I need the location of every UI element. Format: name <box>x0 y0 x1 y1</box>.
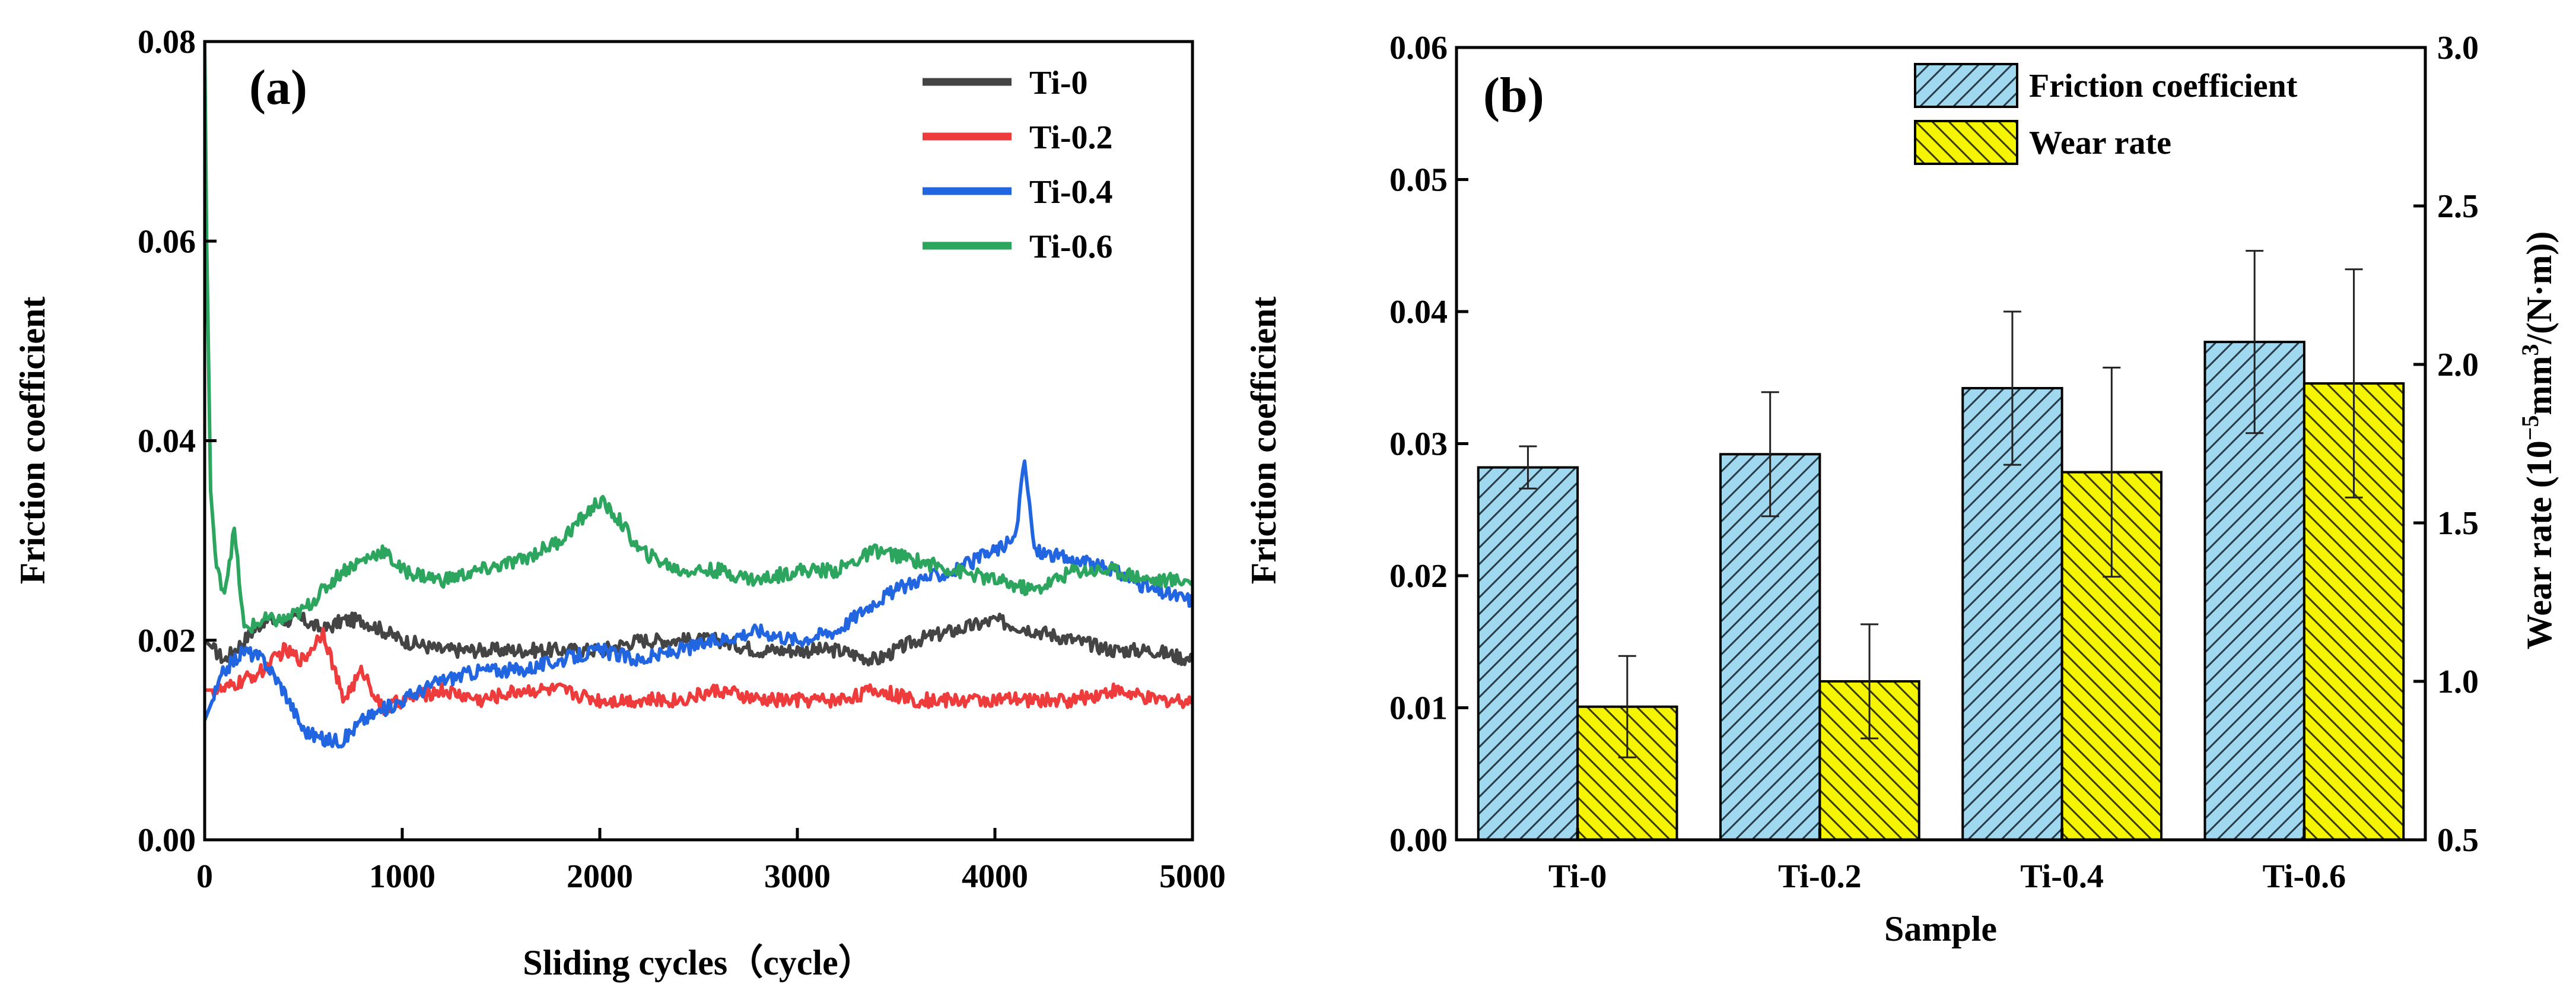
b-left-y-tick-label: 0.02 <box>1389 558 1448 595</box>
b-right-label-exp-2: 3 <box>2517 344 2543 356</box>
b-left-y-axis-label: Friction coefficient <box>1244 297 1283 585</box>
b-x-axis-label: Sample <box>1884 909 1997 948</box>
a-x-tick-label: 0 <box>196 858 213 895</box>
b-x-tick-label: Ti-0.4 <box>2020 858 2104 895</box>
a-x-tick-label: 4000 <box>962 858 1028 895</box>
b-legend: Friction coefficient Wear rate <box>1914 63 2298 165</box>
b-left-y-tick-label: 0.06 <box>1389 30 1448 66</box>
b-panel-label: (b) <box>1483 68 1544 123</box>
a-legend-label: Ti-0.4 <box>1029 174 1113 211</box>
b-right-y-tick-label: 1.5 <box>2437 505 2479 542</box>
b-legend-label: Friction coefficient <box>2029 68 2298 104</box>
b-right-y-tick-label: 1.0 <box>2437 664 2479 700</box>
a-y-axis-label: Friction coefficient <box>13 297 52 585</box>
a-legend-label: Ti-0 <box>1029 65 1088 101</box>
a-legend: Ti-0 Ti-0.2 Ti-0.4 Ti-0.6 <box>923 65 1113 265</box>
panel-a: 0 1000 2000 3000 4000 5000 0.00 0.02 0.04 0.06 0.0… <box>13 24 1226 982</box>
b-bars-group <box>1477 250 2405 841</box>
friction-bar <box>1477 466 1579 841</box>
b-left-y-tick-label: 0.00 <box>1389 822 1448 859</box>
panel-b: Ti-0 Ti-0.2 Ti-0.4 Ti-0.6 0.00 0.01 0.02 0.03 0.… <box>1244 30 2559 948</box>
b-legend-label: Wear rate <box>2029 125 2171 161</box>
b-ticks-group: Ti-0 Ti-0.2 Ti-0.4 Ti-0.6 0.00 0.01 0.02 0.03 0.… <box>1389 30 2479 895</box>
b-right-y-tick-label: 3.0 <box>2437 30 2479 66</box>
a-x-tick-label: 5000 <box>1159 858 1226 895</box>
b-left-y-tick-label: 0.04 <box>1389 294 1448 331</box>
b-left-y-tick-label: 0.01 <box>1389 690 1448 727</box>
a-lines-group <box>205 42 1192 749</box>
a-panel-label: (a) <box>249 60 307 115</box>
b-x-tick-label: Ti-0.2 <box>1778 858 1862 895</box>
b-right-y-tick-label: 2.0 <box>2437 347 2479 383</box>
b-left-y-tick-label: 0.03 <box>1389 426 1448 463</box>
a-plot-frame <box>203 40 1194 842</box>
a-y-tick-label: 0.04 <box>138 423 196 460</box>
b-x-tick-label: Ti-0.6 <box>2263 858 2346 895</box>
friction-bar <box>1719 453 1821 841</box>
a-x-tick-label: 3000 <box>764 858 831 895</box>
wear-rate-bar <box>2060 471 2163 841</box>
a-legend-label: Ti-0.2 <box>1029 119 1113 156</box>
b-legend-swatch <box>1914 120 2018 165</box>
b-left-y-tick-label: 0.05 <box>1389 162 1448 199</box>
b-right-label-part-2: mm <box>2520 356 2559 415</box>
b-right-label-part-1: Wear rate (10 <box>2520 440 2559 649</box>
a-x-tick-label: 1000 <box>369 858 435 895</box>
a-y-tick-label: 0.08 <box>138 24 196 61</box>
b-right-y-axis-label: Wear rate (10−5mm3/(N·m)) <box>2517 231 2559 650</box>
line-ti-0-2 <box>205 627 1192 716</box>
line-ti-0-6 <box>205 42 1192 634</box>
b-x-tick-label: Ti-0 <box>1548 858 1607 895</box>
a-y-tick-label: 0.00 <box>138 822 196 859</box>
a-legend-label: Ti-0.6 <box>1029 228 1113 265</box>
line-ti-0-4 <box>205 459 1192 749</box>
b-right-label-part-3: /(N·m)) <box>2520 231 2559 345</box>
a-ticks-group: 0 1000 2000 3000 4000 5000 0.00 0.02 0.04 0.06 0.0… <box>138 24 1226 895</box>
b-right-y-tick-label: 0.5 <box>2437 822 2479 859</box>
b-right-y-tick-label: 2.5 <box>2437 188 2479 225</box>
b-right-label-exp-1: −5 <box>2517 415 2543 441</box>
b-legend-swatch <box>1914 63 2018 108</box>
a-y-tick-label: 0.06 <box>138 223 196 260</box>
a-x-tick-label: 2000 <box>567 858 633 895</box>
a-y-tick-label: 0.02 <box>138 623 196 659</box>
a-x-axis-label: Sliding cycles（cycle） <box>523 942 874 982</box>
